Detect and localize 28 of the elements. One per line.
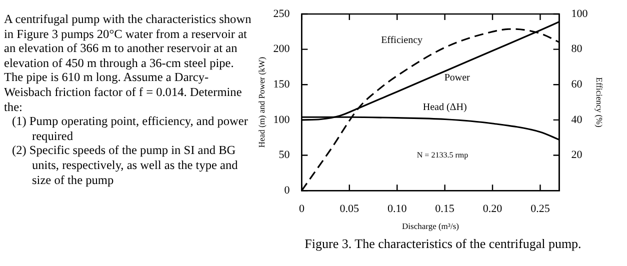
series-label: Efficiency [381, 35, 423, 46]
series-label: Power [444, 72, 471, 84]
x-tick-label: 0 [298, 203, 305, 216]
y-tick-label: 50 [278, 149, 290, 162]
y2-tick-label: 40 [571, 114, 583, 126]
y-tick-label: 200 [273, 43, 290, 56]
y2-tick-label: 60 [571, 78, 583, 91]
x-tick-label: 0.20 [482, 203, 503, 216]
x-tick-label: 0.25 [530, 203, 550, 216]
y2-tick-label: 20 [571, 149, 583, 162]
y-tick-label: 0 [284, 184, 290, 196]
y2-axis-title: Efficiency (%) [594, 77, 605, 128]
text: (2) Specific speeds of the pump in SI and BG units, respectively, as well as the type and size of the pump [11, 143, 239, 188]
y-tick-label: 250 [273, 8, 290, 20]
annotation: N = 2133.5 rmp [416, 150, 468, 160]
text: A centrifugal pump with the characteristics shown in Figure 3 pumps 20°C water from a reservoir at an elevation of 366 m to another reservoir at an elevation of 450 m through a 36-cm steel pipe. The pipe is 610 m long. Assume a Darcy-Weisbach friction factor of f = 0.014. Determine the: [4, 12, 252, 114]
caption: Figure 3. The characteristics of the centrifugal pump. [304, 236, 582, 252]
x-tick-label: 0.15 [435, 203, 455, 216]
x-tick-label: 0.05 [340, 203, 360, 216]
x-tick-label: 0.10 [387, 203, 408, 216]
y-axis-title: Head (m) and Power (kW) [256, 56, 266, 148]
text: (1) Pump operating point, efficiency, and power required [11, 114, 249, 144]
x-axis-title: Discharge (m³/s) [402, 221, 460, 232]
y2-tick-label: 80 [571, 43, 583, 56]
series-label: Head (ΔH) [422, 102, 467, 113]
y-tick-label: 100 [273, 114, 290, 126]
y2-tick-label: 100 [571, 8, 588, 20]
y-tick-label: 150 [273, 78, 290, 91]
